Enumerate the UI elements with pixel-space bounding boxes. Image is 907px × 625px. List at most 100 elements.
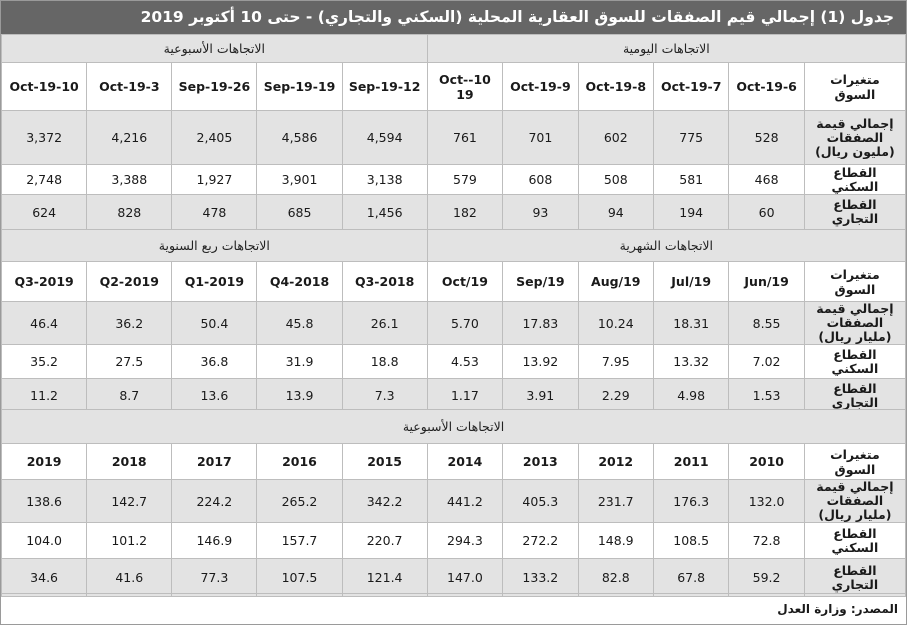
table-cell: 294.3 (426, 522, 504, 559)
table-row: القطاع السكني 468 581 508 608 579 3,138 … (0, 164, 907, 195)
table-cell: 17.83 (502, 301, 579, 345)
table-cell: 468 (728, 164, 805, 195)
table-cell: 27.5 (86, 344, 173, 379)
column-header-row: متغيرات السوق Jun/19 Jul/19 Aug/19 Sep/1… (0, 261, 907, 302)
table-cell: 157.7 (256, 522, 343, 559)
table-cell: 34.6 (0, 558, 88, 597)
table-cell: 775 (652, 110, 730, 165)
column-header: Jun/19 (728, 261, 805, 302)
table-cell: 3,372 (0, 110, 88, 165)
column-header: Oct/19 (426, 261, 504, 302)
table-row: إجمالي قيمة الصفقات (مليون ريال) 528 775… (0, 110, 907, 165)
table-cell: 108.5 (652, 522, 730, 559)
table-cell: 7.3 (341, 378, 428, 413)
table-cell: 272.2 (502, 522, 579, 559)
table-cell: 121.4 (341, 558, 428, 597)
table-cell: 10.24 (577, 301, 654, 345)
column-header: 2015 (341, 443, 428, 480)
table-cell: 581 (652, 164, 730, 195)
table-cell: 35.2 (0, 344, 88, 379)
table-cell: 701 (502, 110, 579, 165)
table-row: إجمالي قيمة الصفقات (مليار ريال) 132.0 1… (0, 479, 907, 523)
header-label: متغيرات السوق (803, 62, 907, 111)
table-cell: 2,748 (0, 164, 88, 195)
table-cell: 72.8 (728, 522, 805, 559)
table-cell: 50.4 (171, 301, 258, 345)
table-cell: 1.53 (728, 378, 805, 413)
table-cell: 624 (0, 194, 88, 230)
table-cell: 5.70 (426, 301, 504, 345)
table-cell: 4,594 (341, 110, 428, 165)
table-cell: 93 (502, 194, 579, 230)
column-header: 2012 (577, 443, 654, 480)
table-cell: 182 (426, 194, 504, 230)
header-label: متغيرات السوق (803, 261, 907, 302)
table-cell: 82.8 (577, 558, 654, 597)
table-cell: 132.0 (728, 479, 805, 523)
table-cell: 67.8 (652, 558, 730, 597)
table-cell: 13.92 (502, 344, 579, 379)
header-label: متغيرات السوق (803, 443, 907, 480)
row-label: القطاع السكني (803, 344, 907, 379)
table-cell: 18.8 (341, 344, 428, 379)
row-label: القطاع التجاري (803, 378, 907, 413)
table-cell: 405.3 (502, 479, 579, 523)
table-cell: 194 (652, 194, 730, 230)
table-cell: 828 (86, 194, 173, 230)
column-header: 2016 (256, 443, 343, 480)
table-cell: 36.2 (86, 301, 173, 345)
table-cell: 3,388 (86, 164, 173, 195)
row-label: إجمالي قيمة الصفقات (مليون ريال) (803, 110, 907, 165)
table-cell: 77.3 (171, 558, 258, 597)
table-cell: 13.32 (652, 344, 730, 379)
column-header: 10-Oct-19 (0, 62, 88, 111)
table-cell: 26.1 (341, 301, 428, 345)
source-note: المصدر: وزارة العدل (1, 593, 906, 624)
table-cell: 608 (502, 164, 579, 195)
table-cell: 133.2 (502, 558, 579, 597)
table-cell: 41.6 (86, 558, 173, 597)
column-header: 8-Oct-19 (577, 62, 655, 111)
section-header-weekly: الاتجاهات الأسبوعية (1, 34, 428, 63)
table-cell: 3,138 (341, 164, 428, 195)
column-header: 7-Oct-19 (652, 62, 730, 111)
table-cell: 3,901 (256, 164, 343, 195)
table-row: القطاع السكني 72.8 108.5 148.9 272.2 294… (0, 522, 907, 559)
table-cell: 1,927 (171, 164, 258, 195)
table-cell: 342.2 (341, 479, 428, 523)
table-cell: 441.2 (426, 479, 504, 523)
column-header: 19-Sep-19 (256, 62, 343, 111)
row-label: القطاع التجاري (803, 558, 907, 597)
table-cell: 220.7 (341, 522, 428, 559)
table-title: جدول (1) إجمالي قيم الصفقات للسوق العقار… (1, 1, 906, 34)
column-header: 2019-Q2 (86, 261, 173, 302)
table-row: القطاع التجاري 1.53 4.98 2.29 3.91 1.17 … (0, 378, 907, 413)
table-cell: 7.95 (577, 344, 654, 379)
column-header: 2017 (171, 443, 258, 480)
column-header: 9-Oct-19 (502, 62, 579, 111)
row-label: إجمالي قيمة الصفقات (مليار ريال) (803, 479, 907, 523)
table-cell: 4.53 (426, 344, 504, 379)
table-cell: 59.2 (728, 558, 805, 597)
row-label: إجمالي قيمة الصفقات (مليار ريال) (803, 301, 907, 345)
column-header-row: متغيرات السوق 6-Oct-19 7-Oct-19 8-Oct-19… (0, 62, 907, 111)
table-cell: 13.9 (256, 378, 343, 413)
table-cell: 478 (171, 194, 258, 230)
row-label: القطاع السكني (803, 522, 907, 559)
column-header: 2013 (502, 443, 579, 480)
column-header: Sep/19 (502, 261, 579, 302)
section-header-quarterly: الاتجاهات ربع السنوية (1, 229, 428, 262)
column-header: 2011 (652, 443, 730, 480)
section-header-yearly: الاتجاهات الأسبوعية (1, 409, 906, 444)
table-cell: 1,456 (341, 194, 428, 230)
table-cell: 685 (256, 194, 343, 230)
table-row: إجمالي قيمة الصفقات (مليار ريال) 8.55 18… (0, 301, 907, 345)
table-cell: 142.7 (86, 479, 173, 523)
column-header: 2014 (426, 443, 504, 480)
column-header: 2018 (86, 443, 173, 480)
table-cell: 528 (728, 110, 805, 165)
table-cell: 11.2 (0, 378, 88, 413)
table-cell: 148.9 (577, 522, 654, 559)
table-row: القطاع التجاري 59.2 67.8 82.8 133.2 147.… (0, 558, 907, 597)
